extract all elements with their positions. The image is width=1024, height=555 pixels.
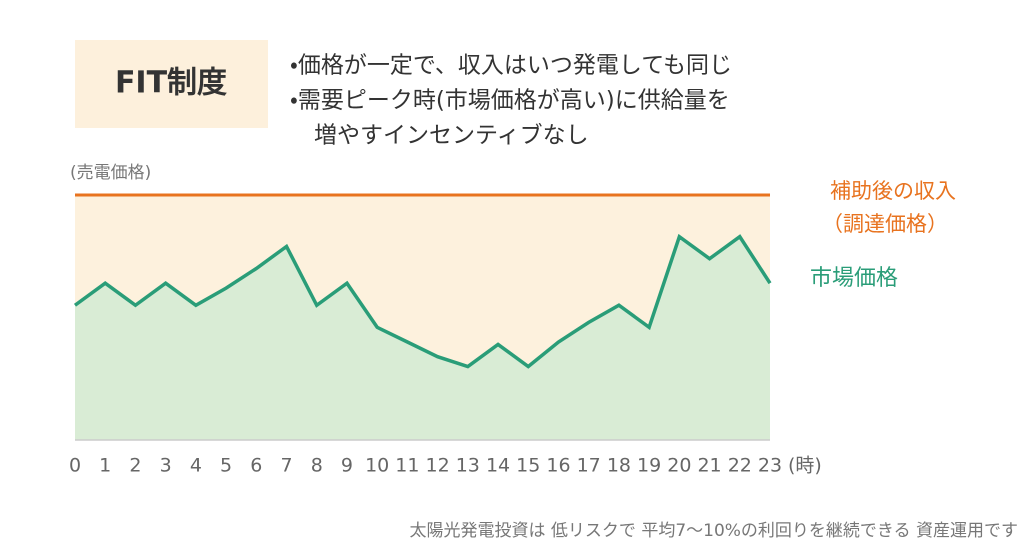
x-tick-label: 11 [395,455,419,477]
x-tick-label: 15 [516,455,540,477]
note: ・価格が一定で、収入はいつ発電しても同じ [290,53,732,79]
x-tick-label: 7 [280,455,292,477]
x-tick-label: 4 [190,455,202,477]
line [73,233,772,369]
legend-label: （調達価格） [822,212,948,236]
x-axis-label: (時) [788,455,822,477]
x-tick-label: 12 [426,455,450,477]
x-tick-label: 13 [456,455,480,477]
x-tick-label: 19 [637,455,661,477]
x-tick-label: 18 [607,455,631,477]
x-tick-label: 8 [311,455,323,477]
title: FIT制度 [115,66,227,101]
x-tick-label: 5 [220,455,232,477]
title-box [75,40,268,128]
x-tick-label: 3 [160,455,172,477]
x-tick-label: 20 [667,455,691,477]
x-tick-label: 17 [577,455,601,477]
x-tick-label: 14 [486,455,510,477]
x-tick-label: 23 [758,455,782,477]
note: 増やすインセンティブなし [314,123,589,149]
legend-label: 補助後の収入 [830,179,956,203]
x-tick-label: 1 [99,455,111,477]
note: ・需要ピーク時(市場価格が高い)に供給量を [290,88,730,114]
x-tick-label: 16 [546,455,570,477]
x-tick-label: 0 [69,455,81,477]
y-axis-label: (売電価格) [70,163,151,183]
x-tick-label: 22 [728,455,752,477]
x-tick-label: 21 [697,455,721,477]
x-tick-label: 2 [129,455,141,477]
x-tick-label: 6 [250,455,262,477]
x-tick-label: 9 [341,455,353,477]
x-tick-label: 10 [365,455,389,477]
footer: 太陽光発電投資は 低リスクで 平均7〜10%の利回りを継続できる 資産運用です [410,521,1018,541]
legend-label: 市場価格 [810,266,898,291]
area [75,236,770,440]
